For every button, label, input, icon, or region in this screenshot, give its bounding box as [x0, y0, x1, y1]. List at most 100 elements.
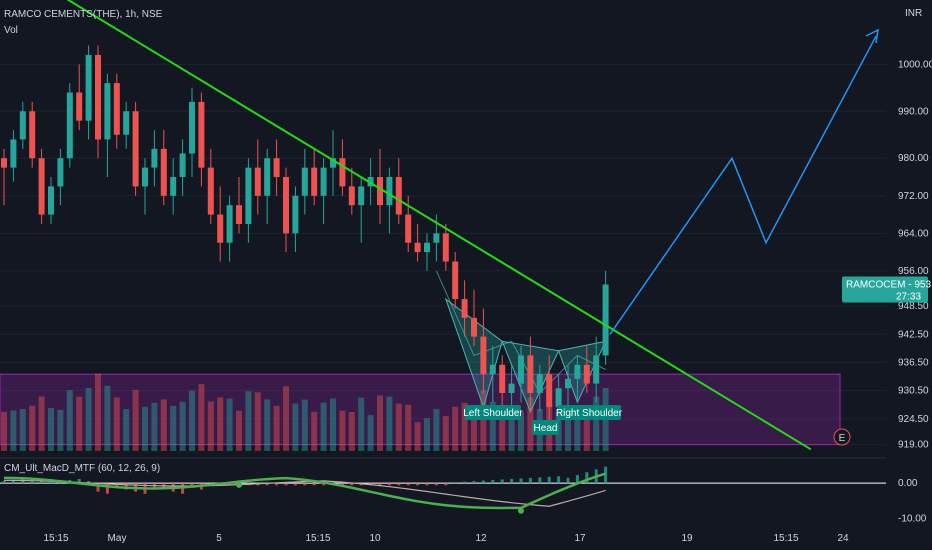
volume-bar [85, 388, 92, 451]
candle-body [593, 355, 600, 384]
candle-body [10, 139, 17, 168]
volume-bar [452, 406, 459, 451]
volume-bar [405, 404, 412, 451]
price-axis[interactable]: 919.00 924.50 930.50 936.50 942.50 948.50 956.… [842, 8, 932, 524]
candle-body [339, 158, 346, 187]
cross-dot [236, 481, 242, 488]
volume-bar [348, 412, 355, 451]
candle-body [499, 364, 506, 393]
candle-body [546, 374, 553, 408]
chart-header: RAMCO CEMENTS(THE), 1h, NSE Vol CM_Ult_M… [4, 9, 163, 474]
macd-histogram-bar [87, 481, 91, 484]
candle-body [198, 101, 205, 168]
time-tick-label: 17 [574, 533, 586, 544]
price-tick-label: 924.50 [898, 414, 929, 425]
candle-body [179, 153, 186, 178]
price-tag[interactable] [842, 276, 928, 303]
macd-histogram-bar [265, 483, 269, 486]
volume-bar [367, 415, 374, 451]
macd-histogram-bar [463, 481, 467, 484]
macd-histogram-bar [519, 478, 523, 484]
candle-body [602, 284, 609, 356]
candle-body [367, 177, 374, 187]
candle-body [245, 167, 252, 224]
volume-bar [29, 405, 36, 451]
trendline [66, 0, 812, 451]
candle-body [236, 205, 242, 224]
volume-bar [292, 403, 299, 451]
volume-bar [76, 396, 83, 451]
macd-histogram-bar [11, 480, 15, 484]
volume-bar [142, 406, 148, 451]
volume-bar [433, 409, 440, 451]
candle-body [1, 158, 7, 168]
candle-body [273, 158, 280, 178]
macd-histogram-bar [453, 482, 457, 484]
volume-bar [442, 416, 449, 451]
candle-body [283, 177, 289, 234]
volume-bar [38, 396, 45, 451]
candle-body [574, 364, 581, 379]
volume-bar [226, 398, 233, 451]
candle-body [555, 388, 562, 408]
candle-body [142, 167, 148, 187]
earnings-marker[interactable] [833, 428, 851, 446]
time-tick-label: 10 [369, 533, 381, 544]
candle-body [480, 336, 487, 375]
price-tick-label: 980.00 [898, 153, 929, 164]
macd-histogram-bar [491, 480, 495, 484]
candle-body [414, 242, 421, 253]
price-tag-countdown: 27:33 [896, 292, 921, 303]
price-tick-label: 919.00 [898, 440, 929, 451]
candle-body [132, 111, 139, 187]
candle-body [254, 167, 261, 196]
volume-bar [518, 411, 524, 451]
right-shoulder-label-bg [557, 405, 621, 420]
volume-bar [113, 397, 120, 451]
macd-histogram-bar [105, 483, 109, 494]
demand-zone [0, 373, 841, 446]
volume-bar [386, 396, 393, 451]
volume-bar [57, 409, 64, 451]
candle-body [95, 54, 101, 140]
volume-bar [311, 411, 318, 451]
candle-body [311, 167, 318, 196]
volume-bar [395, 403, 402, 451]
candle-body [536, 374, 543, 393]
candle-body [405, 214, 412, 243]
macd-histogram-bar [425, 483, 429, 486]
volume-bar [414, 422, 421, 451]
volume-bar [132, 390, 139, 451]
macd-histogram-bar [190, 483, 194, 488]
time-tick-label: 19 [681, 533, 693, 544]
candle-body [160, 148, 167, 196]
candle-body [348, 186, 355, 206]
macd-histogram-bar [293, 483, 297, 486]
signal-line [3, 479, 606, 507]
macd-line [3, 472, 606, 510]
price-tick-label: 1000.00 [898, 59, 932, 70]
volume-bars [1, 373, 609, 451]
volume-bar [264, 399, 271, 451]
time-tick-label: 15:15 [305, 533, 330, 544]
macd-histogram-bar [303, 483, 307, 486]
volume-bar [301, 399, 308, 451]
macd-histogram-bar [444, 483, 448, 486]
earnings-label: E [839, 433, 846, 444]
volume-bar [508, 410, 515, 451]
volume-bar [236, 410, 242, 451]
time-axis[interactable]: 15:15 May 5 15:15 10 12 17 19 15:15 24 [43, 533, 849, 544]
macd-histogram-bar [2, 481, 6, 484]
macd-histogram-bar [547, 476, 551, 484]
candle-body [113, 83, 120, 135]
price-tick-label: 942.50 [898, 329, 929, 340]
volume-bar [583, 411, 590, 451]
price-tick-label: 930.50 [898, 386, 929, 397]
head-label: Head [534, 423, 558, 434]
time-tick-label: 15:15 [773, 533, 798, 544]
macd-histogram-bar [77, 478, 81, 484]
time-tick-label: 24 [837, 533, 849, 544]
macd-histogram-bar [434, 483, 438, 486]
volume-bar [461, 402, 468, 451]
